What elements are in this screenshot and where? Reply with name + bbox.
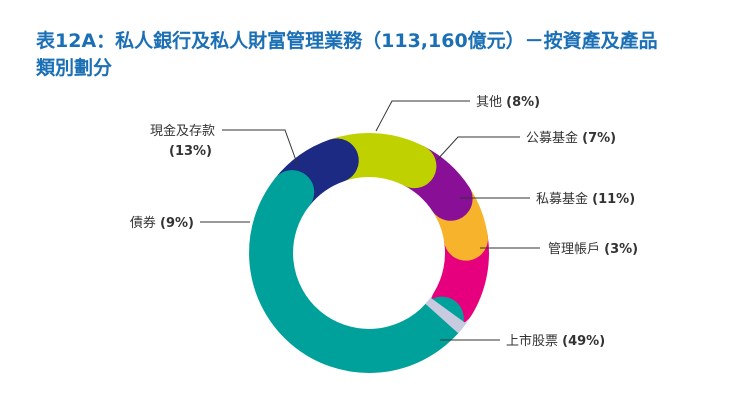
slice-label-4: 公募基金 (7%) xyxy=(526,130,616,146)
slice-label-3: 其他 (8%) xyxy=(476,95,540,110)
title-line-1: 表12A：私人銀行及私人財富管理業務（113,160億元）－按資產及產品 xyxy=(36,30,658,52)
donut-slice-6-end xyxy=(425,297,467,334)
title-line-2: 類別劃分 xyxy=(36,57,113,79)
slice-label-0: 上市股票 (49%) xyxy=(506,333,605,349)
slice-label-1: 債券 (9%) xyxy=(130,215,194,231)
leader-line-2 xyxy=(222,129,299,167)
slice-label-value-2: (13%) xyxy=(169,144,212,159)
slice-label-6: 管理帳戶 (3%) xyxy=(548,242,638,257)
donut-slice-0 xyxy=(249,170,464,373)
leader-line-4 xyxy=(436,136,520,161)
slice-label-5: 私募基金 (11%) xyxy=(536,191,635,207)
slice-label-name-2: 現金及存款 xyxy=(150,123,215,139)
leader-line-3 xyxy=(375,100,470,132)
chart-title: 表12A：私人銀行及私人財富管理業務（113,160億元）－按資產及產品 類別劃… xyxy=(36,28,716,82)
